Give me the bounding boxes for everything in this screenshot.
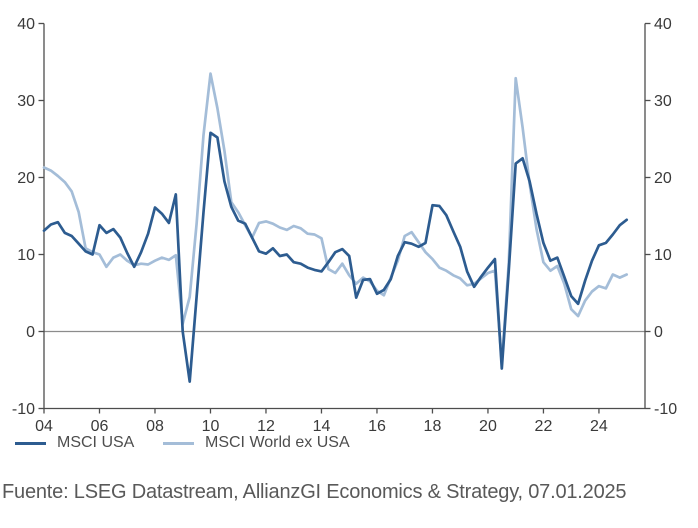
x-axis-tick-label: 10 [202,418,220,435]
y-axis-tick-label-right: 40 [654,16,672,33]
x-axis-tick-label: 20 [479,418,497,435]
y-axis-tick-label-right: 0 [654,324,663,341]
y-axis-tick-label-left: -10 [12,401,35,418]
legend-line-swatch-light-blue [163,441,194,445]
y-axis-tick-label-left: 10 [17,247,35,264]
chart-legend: MSCI USA MSCI World ex USA [0,433,698,453]
x-axis-tick-label: 14 [313,418,331,435]
y-axis-tick-label-left: 0 [26,324,35,341]
line-chart: -10 -10 0 0 10 10 20 20 30 30 40 40 04 06 08 10 12 14 16 18… [12,16,677,435]
x-axis-tick-label: 18 [424,418,442,435]
x-axis-tick-label: 08 [146,418,164,435]
y-axis-tick-label-right: 20 [654,170,672,187]
y-axis-tick-label-left: 30 [17,93,35,110]
source-note: Fuente: LSEG Datastream, AllianzGI Econo… [2,481,627,503]
y-axis-tick-label-left: 40 [17,16,35,33]
series-line-msci-usa [42,131,629,383]
x-axis-tick-label: 06 [91,418,109,435]
x-axis-tick-label: 12 [257,418,275,435]
y-axis-tick-label-right: 10 [654,247,672,264]
legend-line-swatch-dark-blue [15,441,46,445]
legend-label: MSCI USA [57,434,135,451]
legend-label: MSCI World ex USA [205,434,350,451]
x-axis-tick-label: 22 [535,418,553,435]
y-axis-tick-label-left: 20 [17,170,35,187]
series-line-msci-world-ex-usa [42,72,629,366]
legend-item-msci-world-ex-usa: MSCI World ex USA [163,433,350,453]
legend-item-msci-usa: MSCI USA [15,433,134,453]
x-axis-tick-label: 04 [35,418,53,435]
y-axis-tick-label-right: -10 [654,401,677,418]
x-axis-tick-label: 24 [590,418,608,435]
y-axis-tick-label-right: 30 [654,93,672,110]
x-axis-tick-label: 16 [368,418,386,435]
